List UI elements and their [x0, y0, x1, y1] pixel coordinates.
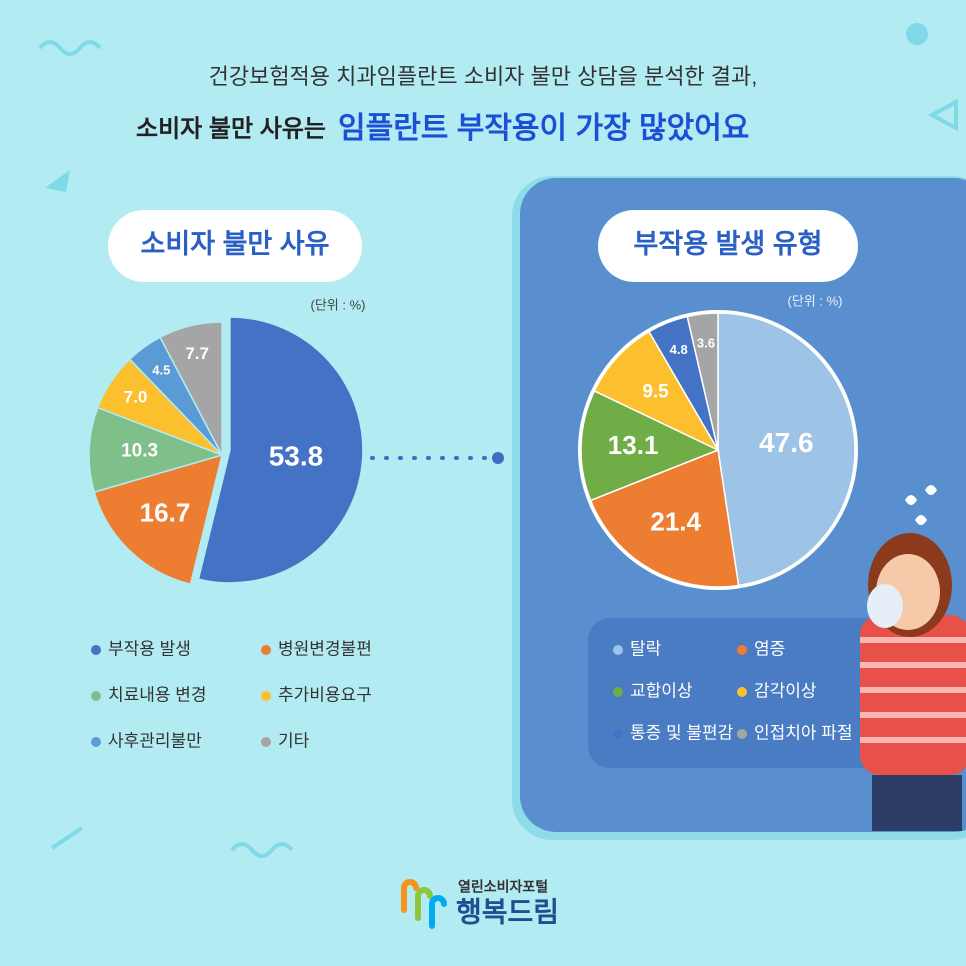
logo-mark: [415, 887, 433, 921]
pie-slice: [88, 406, 225, 494]
decor-squiggle: [38, 40, 102, 56]
logo-mark: [401, 879, 419, 913]
pie-slice: [593, 330, 720, 452]
legend-label: 탈락: [630, 639, 662, 658]
title-pill: [108, 210, 362, 282]
legend-label: 염증: [754, 639, 785, 658]
pie-slice: [589, 448, 740, 588]
legend-swatch: [91, 737, 101, 747]
title-pill: [598, 210, 858, 282]
data-label: 4.5: [152, 362, 170, 377]
decor-line: [50, 826, 84, 850]
data-label: 7.0: [124, 387, 148, 406]
logo-brand: 행복드림: [456, 896, 559, 927]
connector-end: [492, 452, 504, 464]
data-label: 9.5: [642, 381, 669, 402]
chart-title: 부작용 발생 유형: [634, 229, 823, 259]
ice-pack: [867, 584, 903, 628]
legend-label: 치료내용 변경: [108, 685, 207, 704]
unit-note: (단위 : %): [311, 297, 366, 312]
legend-label: 추가비용요구: [278, 685, 372, 704]
logo-portal: 열린소비자포털: [458, 879, 548, 895]
legend-swatch: [91, 691, 101, 701]
legend-label: 인접치아 파절: [754, 723, 853, 742]
legend-swatch: [613, 645, 623, 655]
pants: [872, 775, 962, 831]
legend-label: 기타: [278, 731, 310, 750]
pie-slice: [159, 321, 223, 456]
unit-note: (단위 : %): [788, 293, 843, 308]
shirt: [860, 615, 966, 775]
legend-swatch: [91, 645, 101, 655]
legend-label: 통증 및 불편감: [630, 723, 734, 742]
decor-triangle: [927, 98, 958, 132]
legend-swatch: [261, 737, 271, 747]
person-illustration: [860, 485, 966, 831]
header-line1: 건강보험적용 치과임플란트 소비자 불만 상담을 분석한 결과,: [209, 64, 758, 89]
data-label: 7.7: [185, 344, 209, 363]
pie-slice: [717, 312, 856, 587]
header-lead: 소비자 불만 사유는: [136, 115, 326, 142]
legend-swatch: [737, 645, 747, 655]
legend-swatch: [613, 687, 623, 697]
connector: [370, 452, 504, 464]
pie-slice: [93, 453, 224, 586]
pie-slice: [686, 312, 719, 451]
pie-slice: [197, 316, 364, 584]
legend-swatch: [613, 729, 623, 739]
data-label: 3.6: [697, 335, 715, 350]
legend-swatch: [737, 687, 747, 697]
legend-swatch: [261, 691, 271, 701]
legend-swatch: [261, 645, 271, 655]
data-label: 47.6: [759, 427, 814, 458]
decor-dot: [906, 23, 928, 45]
data-label: 53.8: [269, 440, 324, 471]
logo-mark: [429, 895, 447, 929]
logo: 열린소비자포털 행복드림: [401, 879, 559, 929]
data-label: 4.8: [670, 342, 688, 357]
data-label: 13.1: [608, 430, 659, 460]
sweat: [905, 485, 937, 525]
chart-title: 소비자 불만 사유: [141, 229, 330, 259]
data-label: 21.4: [650, 507, 701, 537]
pie-slice: [580, 389, 720, 502]
legend-label: 부작용 발생: [108, 639, 191, 658]
header-highlight: 임플란트 부작용이 가장 많았어요: [338, 112, 749, 145]
legend-label: 교합이상: [630, 681, 693, 700]
legend-label: 병원변경불편: [278, 639, 372, 658]
legend-label: 감각이상: [754, 681, 817, 700]
legend-label: 사후관리불만: [108, 731, 202, 750]
data-label: 10.3: [121, 441, 158, 462]
data-label: 16.7: [140, 497, 191, 527]
decor-squiggle: [230, 842, 294, 858]
legend-swatch: [737, 729, 747, 739]
decor-triangle: [45, 170, 70, 192]
